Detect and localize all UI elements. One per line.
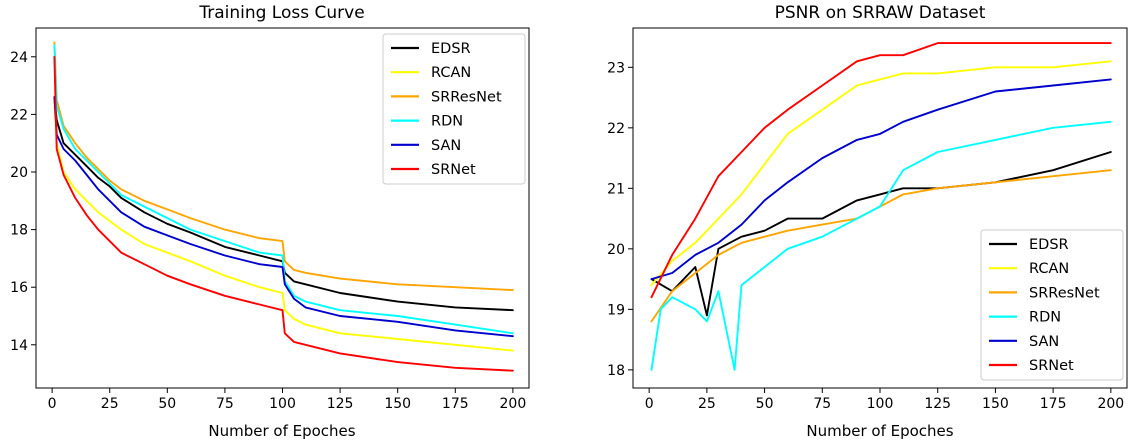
x-tick-label: 100 [867, 396, 894, 412]
x-tick-label: 75 [813, 396, 831, 412]
x-tick-label: 150 [982, 396, 1009, 412]
series-line-rdn [650, 120, 1112, 371]
y-tick-label: 20 [10, 165, 28, 181]
legend-label-edsr: EDSR [1029, 237, 1069, 253]
legend-label-rcan: RCAN [431, 65, 471, 81]
x-tick-label: 0 [48, 396, 57, 412]
legend: EDSR RCAN SRResNet RDN SAN SRNet [382, 33, 526, 185]
x-axis-label: Number of Epoches [208, 422, 355, 440]
legend-label-srresnet: SRResNet [431, 89, 502, 105]
y-tick-label: 20 [607, 242, 625, 258]
x-tick-label: 75 [216, 396, 234, 412]
x-tick-label: 125 [924, 396, 951, 412]
y-tick-label: 24 [10, 50, 28, 66]
legend-label-rdn: RDN [1029, 310, 1061, 326]
series-line-san [53, 96, 514, 338]
psnr-chart: PSNR on SRRAW Dataset 0 25 50 75 100 125 150 17… [607, 3, 1128, 440]
x-tick-label: 200 [1097, 396, 1124, 412]
y-tick-label: 16 [10, 280, 28, 296]
legend: EDSR RCAN SRResNet RDN SAN SRNet [980, 229, 1124, 381]
y-tick-label: 22 [607, 121, 625, 137]
y-tick-label: 18 [607, 363, 625, 379]
series-line-rcan [650, 60, 1112, 287]
legend-label-srnet: SRNet [431, 162, 476, 178]
legend-label-san: SAN [431, 138, 461, 154]
legend-label-rcan: RCAN [1029, 261, 1069, 277]
x-tick-label: 175 [1040, 396, 1067, 412]
x-axis-label: Number of Epoches [806, 422, 953, 440]
x-tick-label: 50 [158, 396, 176, 412]
y-tick-label: 19 [607, 302, 625, 318]
series-line-rdn [53, 44, 514, 335]
series-line-san [650, 78, 1112, 281]
series-line-srresnet [650, 169, 1112, 323]
y-tick-label: 23 [607, 60, 625, 76]
y-tick-label: 18 [10, 223, 28, 239]
x-tick-label: 50 [756, 396, 774, 412]
x-tick-label: 25 [698, 396, 716, 412]
y-tick-label: 22 [10, 107, 28, 123]
x-tick-label: 125 [327, 396, 354, 412]
x-tick-label: 150 [384, 396, 411, 412]
legend-label-rdn: RDN [431, 114, 463, 130]
series-line-edsr [53, 96, 514, 312]
y-tick-label: 14 [10, 338, 28, 354]
training-loss-chart: Training Loss Curve 0 25 50 75 100 125 150 175 2… [10, 3, 530, 440]
x-tick-label: 0 [645, 396, 654, 412]
x-tick-label: 175 [442, 396, 469, 412]
series-line-srresnet [53, 41, 514, 292]
legend-label-edsr: EDSR [431, 41, 471, 57]
legend-label-srnet: SRNet [1029, 358, 1074, 374]
tick-layer: 0 25 50 75 100 125 150 175 200 18 19 20 21 22 23 [607, 60, 1124, 412]
series-layer [650, 42, 1112, 371]
series-layer [53, 41, 514, 372]
x-tick-label: 200 [500, 396, 527, 412]
chart-title: Training Loss Curve [198, 3, 364, 23]
legend-label-srresnet: SRResNet [1029, 285, 1100, 301]
series-line-rcan [53, 99, 514, 352]
series-line-srnet [53, 55, 514, 372]
y-tick-label: 21 [607, 181, 625, 197]
chart-title: PSNR on SRRAW Dataset [775, 3, 986, 23]
x-tick-label: 25 [101, 396, 119, 412]
x-tick-label: 100 [269, 396, 296, 412]
legend-label-san: SAN [1029, 334, 1059, 350]
tick-layer: 0 25 50 75 100 125 150 175 200 14 16 18 20 22 24 [10, 50, 526, 412]
series-line-srnet [650, 42, 1112, 299]
